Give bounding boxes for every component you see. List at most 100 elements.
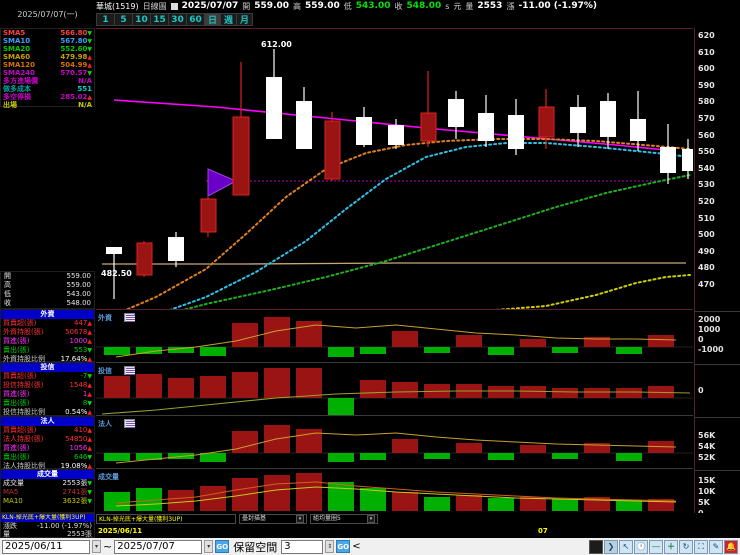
strategy-toolbar: KLN-掉光底+爆大量(獲利3UP) 壘封描基 ▾ 組均量圈5 ▾ (96, 513, 740, 525)
investment-trust-svg (96, 368, 693, 415)
open-value: 559.00 (254, 1, 290, 11)
sma-key: SMA20 (3, 45, 31, 53)
kline-key: 漲跌 (3, 522, 17, 530)
stat-panel-0: 外資 買賣超(張) 447▲ 外資持股(張) 50678▲ 買進(張) 1000▲ 賣出(張)… (0, 309, 95, 364)
ohlc-key: 低 (4, 290, 11, 298)
price-axis: 620 610 600 590 580 570 560 550 540 530 520 510 500 4… (694, 28, 740, 311)
cursor-arrow-icon[interactable]: ↖ (619, 539, 633, 554)
axis-label: 54K (698, 442, 716, 451)
date-from-input[interactable]: 2025/06/11 (2, 539, 90, 554)
stat-panel-2: 法人 買賣超(張) 410▲ 法人持股(張) 54850▲ 買進(張) 1056▲ 賣出(張)… (0, 416, 95, 470)
subpane-label-institutional: 法人 (98, 420, 112, 428)
stat-panel-title: 投信 (1, 363, 94, 372)
period-button-10[interactable]: 10 (132, 13, 151, 26)
axis-label: 56K (698, 431, 716, 440)
fit-screen-icon[interactable]: ⛶ (694, 539, 708, 554)
kline-row: 漲跌 -11.00 (-1.97%) (1, 522, 94, 530)
minus-icon[interactable]: ― (649, 539, 663, 554)
stat-key: 投信持股(張) (3, 381, 44, 389)
reserve-space-spinner[interactable]: ⇕ (325, 540, 335, 553)
axis-label: 0 (698, 386, 704, 395)
subpane-institutional[interactable]: 法人 (96, 417, 693, 469)
sma-extra-key: 做多成本 (3, 85, 31, 93)
stat-row: 外資持股比例 17.64%▲ (1, 355, 94, 364)
stat-key: 買進(張) (3, 337, 30, 345)
subpane-investment-trust[interactable]: 投信 (96, 364, 693, 416)
sma-extra-key: 多方進場價 (3, 77, 38, 85)
stat-value: 2553張▼ (62, 479, 92, 487)
stat-key: 法人持股(張) (3, 435, 44, 443)
axis-label: 610 (698, 47, 715, 57)
subpane-badge-trust[interactable] (124, 366, 135, 375)
period-button-week[interactable]: 週 (220, 13, 237, 26)
subpane-foreign-investor[interactable]: 外資 (96, 311, 693, 363)
chevron-down-icon[interactable]: ▾ (296, 515, 304, 523)
toolbar-dark-box[interactable] (589, 539, 603, 554)
strategy-name-field[interactable]: KLN-掉光底+爆大量(獲利3UP) (96, 514, 236, 524)
combo-2[interactable]: 組均量圈5 ▾ (310, 514, 378, 524)
subpane-badge-institutional[interactable] (124, 419, 135, 428)
axis-label: 530 (698, 180, 715, 190)
axis-label: 480 (698, 263, 715, 273)
period-button-30[interactable]: 30 (168, 13, 187, 26)
stat-row: 買進(張) 1000▲ (1, 337, 94, 346)
close-label: 收 (394, 1, 403, 11)
sma-key: SMA10 (3, 37, 31, 45)
pencil-icon[interactable]: ✎ (709, 539, 723, 554)
symbol-label[interactable]: 華城(1519) (96, 1, 139, 11)
sma-value: 504.99▲ (60, 60, 92, 69)
stat-row: 賣出(張) 8▼ (1, 399, 94, 408)
axis-label: 590 (698, 80, 715, 90)
period-button-15[interactable]: 15 (150, 13, 169, 26)
period-button-1[interactable]: 1 (96, 13, 115, 26)
stat-value: 54850▲ (65, 435, 92, 443)
axis-label: 15K (698, 476, 716, 485)
stat-key: 買賣超(張) (3, 319, 37, 327)
date-to-input[interactable]: 2025/07/07 (114, 539, 203, 554)
stat-value: 1▲ (82, 390, 92, 398)
stat-panel-1: 投信 買賣超(張) -7▼ 投信持股(張) 1548▲ 買進(張) 1▲ 賣出(張) 8▼ 投信持… (0, 362, 95, 416)
kline-value: 2553張 (67, 530, 92, 538)
chart-area[interactable]: 612.00 482.50 外資 (96, 28, 693, 511)
plus-icon[interactable]: ＋ (664, 539, 678, 554)
period-button-5[interactable]: 5 (114, 13, 133, 26)
nav-prev-icon[interactable]: < (352, 541, 361, 552)
combo-1[interactable]: 壘封描基 ▾ (239, 514, 307, 524)
sma-value: 552.60▼ (60, 44, 92, 53)
stat-value: 1548▲ (69, 381, 92, 389)
sma-row-sma20: SMA20 552.60▼ (1, 44, 94, 54)
period-button-day[interactable]: 日 (204, 13, 221, 26)
ohlc-value: 559.00 (66, 272, 92, 280)
chevron-down-icon[interactable]: ▾ (367, 515, 375, 523)
alarm-bell-icon[interactable]: 🔔 (724, 539, 738, 554)
period-button-month[interactable]: 月 (236, 13, 253, 26)
sma-extra-row: 做多成本 551 (1, 85, 94, 93)
clock-icon[interactable]: 🕐 (634, 539, 648, 554)
reserve-space-input[interactable]: 3 (281, 539, 324, 554)
stat-row: 外資持股(張) 50678▲ (1, 328, 94, 337)
kline-key: 量 (3, 530, 10, 538)
date-from-spinner[interactable]: ▾ (92, 540, 101, 553)
stat-value: -7▼ (80, 372, 92, 380)
collapse-icon[interactable]: ❯ (604, 539, 618, 554)
price-candlestick-pane[interactable]: 612.00 482.50 (96, 28, 693, 310)
period-button-60[interactable]: 60 (186, 13, 205, 26)
right-tool-icons: ❯ ↖ 🕐 ― ＋ ↻ ⛶ ✎ 🔔 (589, 539, 738, 554)
subpane-label-foreign: 外資 (98, 314, 112, 322)
subpane-volume[interactable]: 成交量 (96, 470, 693, 511)
refresh-icon[interactable]: ↻ (679, 539, 693, 554)
axis-label: 570 (698, 114, 715, 123)
go-button-reserve[interactable]: GO (336, 540, 351, 553)
go-button-dates[interactable]: GO (215, 540, 230, 553)
stat-value: 19.08%▲ (60, 462, 92, 470)
foreign-investor-svg (96, 317, 693, 358)
subpane-badge-foreign[interactable] (124, 313, 135, 322)
stat-key: 法人持股比例 (3, 462, 45, 470)
volume-value: 2553 (477, 1, 503, 11)
axis-label: 600 (698, 64, 715, 74)
date-to-spinner[interactable]: ▾ (204, 540, 214, 553)
stat-panel-title: 外資 (1, 310, 94, 319)
axis-label: 5K (698, 498, 710, 507)
stat-row: 買賣超(張) 447▲ (1, 319, 94, 328)
kline-value: -11.00 (-1.97%) (36, 522, 92, 530)
